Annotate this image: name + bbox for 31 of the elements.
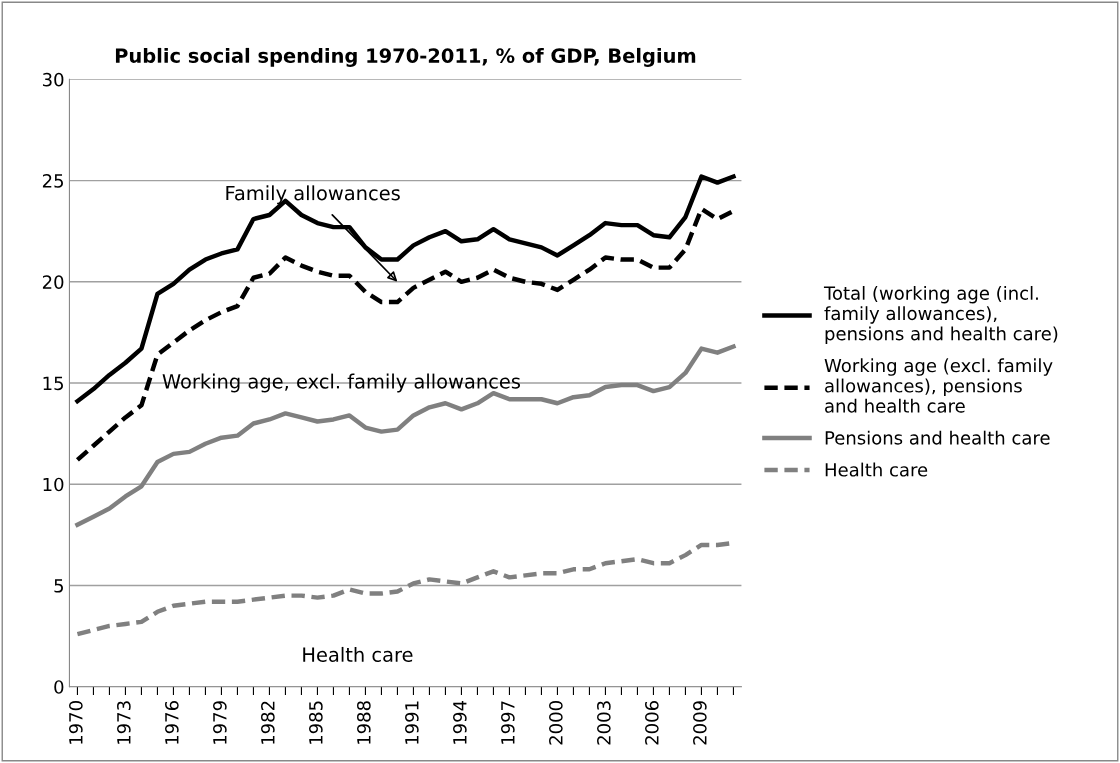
y-tick-label: 10 bbox=[43, 477, 64, 492]
legend-label: Working age (excl. family allowances), pensions and health care bbox=[824, 358, 1053, 413]
x-tick-label: 1991 bbox=[405, 701, 419, 744]
x-tick-label: 2000 bbox=[549, 701, 563, 745]
line-series bbox=[75, 174, 736, 404]
x-tick-label: 1994 bbox=[453, 700, 467, 744]
legend-label: Total (working age (incl. family allowances), pensions and health care) bbox=[823, 285, 1058, 344]
x-tick-label: 1970 bbox=[69, 701, 83, 744]
x-tick-label: 1976 bbox=[165, 701, 179, 744]
y-tick-label: 20 bbox=[42, 275, 64, 289]
legend-label: Health care bbox=[825, 462, 928, 477]
y-tick-label: 0 bbox=[54, 680, 64, 694]
x-tick-label: 1988 bbox=[357, 701, 371, 744]
y-tick-label: 25 bbox=[42, 174, 63, 188]
x-tick-label: 1985 bbox=[309, 701, 323, 744]
x-tick-label: 1979 bbox=[213, 701, 227, 744]
x-tick-label: 1973 bbox=[117, 701, 131, 744]
x-tick-label: 2003 bbox=[597, 701, 611, 745]
x-tick-label: 1997 bbox=[501, 701, 515, 744]
x-tick-label: 2006 bbox=[645, 701, 659, 745]
x-tick-label: 1982 bbox=[261, 701, 275, 744]
chart-title: Public social spending 1970-2011, % of GDP, Belgium bbox=[115, 47, 696, 67]
x-tick-label: 2009 bbox=[693, 701, 707, 745]
y-tick-label: 15 bbox=[43, 376, 63, 391]
annotation: Family allowances bbox=[226, 185, 400, 205]
annotation: Working age, excl. family allowances bbox=[162, 373, 521, 393]
annotation: Health care bbox=[303, 646, 413, 662]
y-tick-label: 30 bbox=[42, 72, 64, 87]
line-series bbox=[75, 344, 736, 527]
y-tick-label: 5 bbox=[54, 579, 63, 593]
legend-label: Pensions and health care bbox=[825, 430, 1050, 445]
